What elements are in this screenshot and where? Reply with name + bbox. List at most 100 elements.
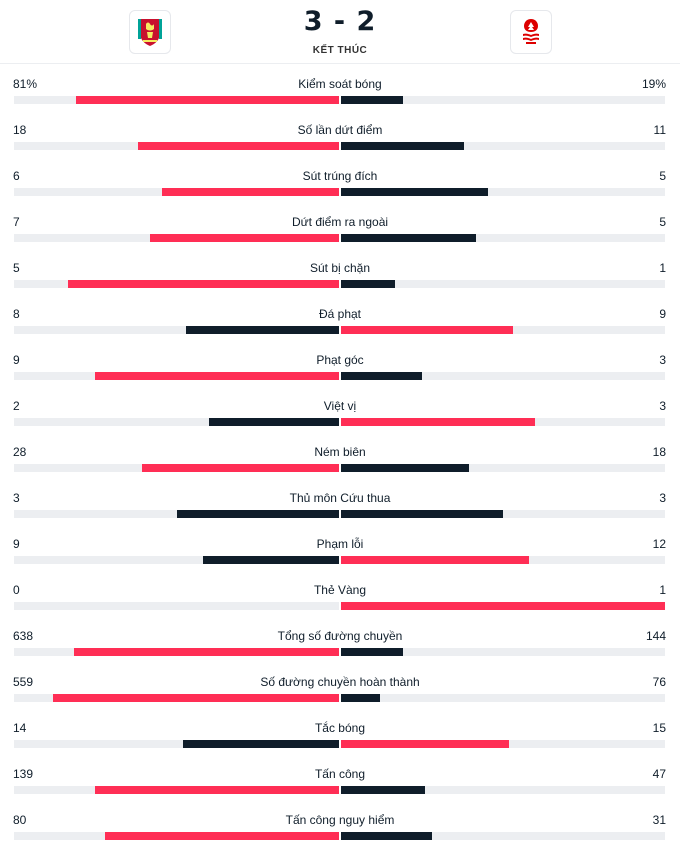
home-stat-track — [14, 326, 339, 334]
away-stat-value: 5 — [659, 215, 666, 229]
away-stat-bar — [341, 418, 536, 426]
home-stat-track — [14, 96, 339, 104]
away-stat-track — [341, 418, 665, 426]
away-stat-bar — [341, 786, 426, 794]
home-stat-value: 7 — [13, 215, 20, 229]
stat-label: Sút trúng đích — [302, 169, 378, 183]
home-stat-bar — [202, 556, 339, 564]
away-stat-value: 5 — [659, 169, 666, 183]
home-stat-bar — [95, 372, 339, 380]
stat-label: Thủ môn Cứu thua — [289, 491, 391, 505]
stat-row: 7 Dứt điểm ra ngoài 5 — [0, 208, 680, 254]
home-stat-value: 559 — [13, 675, 34, 689]
away-stat-bar — [341, 510, 503, 518]
stat-row: 18 Số lần dứt điểm 11 — [0, 116, 680, 162]
away-stat-bar — [341, 372, 422, 380]
home-stat-value: 9 — [13, 537, 20, 551]
away-stat-value: 9 — [659, 307, 666, 321]
away-stat-track — [341, 602, 665, 610]
stat-row: 8 Đá phạt 9 — [0, 300, 680, 346]
home-stat-track — [14, 740, 339, 748]
home-stat-bar — [105, 832, 339, 840]
home-stat-value: 14 — [13, 721, 27, 735]
home-stat-bar — [183, 740, 339, 748]
home-stat-value: 8 — [13, 307, 20, 321]
away-stat-track — [341, 280, 665, 288]
away-stat-bar — [341, 326, 513, 334]
home-stat-track — [14, 188, 339, 196]
stat-row: 28 Ném biên 18 — [0, 438, 680, 484]
stat-row: 6 Sút trúng đích 5 — [0, 162, 680, 208]
away-stat-bar — [341, 556, 529, 564]
away-stat-value: 3 — [659, 399, 666, 413]
stat-label: Số đường chuyền hoàn thành — [260, 675, 420, 689]
home-stat-value: 3 — [13, 491, 20, 505]
home-stat-value: 5 — [13, 261, 20, 275]
match-status: KẾT THÚC — [312, 45, 368, 56]
away-stat-bar — [341, 602, 665, 610]
home-team-logo[interactable] — [129, 10, 171, 54]
away-stat-value: 1 — [659, 583, 666, 597]
home-stat-value: 18 — [13, 123, 27, 137]
home-stat-track — [14, 556, 339, 564]
home-stat-bar — [209, 418, 339, 426]
home-stat-track — [14, 694, 339, 702]
away-stat-bar — [341, 694, 380, 702]
away-stat-bar — [341, 188, 489, 196]
home-stat-bar — [142, 464, 339, 472]
home-stat-track — [14, 234, 339, 242]
away-stat-value: 19% — [641, 77, 666, 91]
away-stat-track — [341, 648, 665, 656]
home-stat-value: 9 — [13, 353, 20, 367]
away-stat-track — [341, 96, 665, 104]
away-stat-value: 76 — [652, 675, 666, 689]
stat-label: Kiểm soát bóng — [298, 77, 382, 91]
home-stat-track — [14, 418, 339, 426]
home-stat-bar — [149, 234, 339, 242]
away-stat-value: 11 — [653, 123, 666, 137]
stat-row: 2 Việt vị 3 — [0, 392, 680, 438]
away-stat-track — [341, 372, 665, 380]
liverpool-crest-icon — [138, 19, 162, 46]
header-divider — [0, 63, 680, 64]
away-stat-track — [341, 556, 665, 564]
away-stat-track — [341, 188, 665, 196]
away-stat-bar — [341, 142, 465, 150]
stat-row: 5 Sút bị chặn 1 — [0, 254, 680, 300]
stat-label: Việt vị — [323, 399, 357, 413]
home-stat-value: 6 — [13, 169, 20, 183]
away-stat-value: 3 — [659, 491, 666, 505]
away-stat-bar — [341, 96, 403, 104]
stat-label: Tấn công nguy hiểm — [285, 813, 395, 827]
home-stat-value: 139 — [13, 767, 34, 781]
home-stat-value: 28 — [13, 445, 27, 459]
stat-row: 14 Tắc bóng 15 — [0, 714, 680, 760]
home-stat-track — [14, 142, 339, 150]
away-stat-track — [341, 832, 665, 840]
away-stat-track — [341, 786, 665, 794]
away-stat-value: 144 — [645, 629, 666, 643]
stat-label: Phạm lỗi — [316, 537, 364, 551]
stat-row: 3 Thủ môn Cứu thua 3 — [0, 484, 680, 530]
away-stat-track — [341, 234, 665, 242]
home-stat-track — [14, 648, 339, 656]
away-stat-value: 18 — [652, 445, 666, 459]
home-stat-value: 2 — [13, 399, 20, 413]
home-stat-value: 80 — [13, 813, 27, 827]
away-team-logo[interactable] — [510, 10, 552, 54]
away-stat-bar — [341, 464, 469, 472]
home-stat-bar — [161, 188, 339, 196]
away-stat-value: 3 — [659, 353, 666, 367]
home-stat-track — [14, 464, 339, 472]
stat-label: Phạt góc — [316, 353, 364, 367]
home-stat-value: 0 — [13, 583, 20, 597]
away-stat-track — [341, 464, 665, 472]
away-stat-track — [341, 740, 665, 748]
stat-label: Sút bị chặn — [309, 261, 371, 275]
home-stat-bar — [186, 326, 339, 334]
away-stat-bar — [341, 648, 403, 656]
home-stat-bar — [176, 510, 339, 518]
stat-label: Số lần dứt điểm — [297, 123, 383, 137]
match-score: 3 - 2 — [303, 6, 377, 37]
away-stat-value: 1 — [659, 261, 666, 275]
